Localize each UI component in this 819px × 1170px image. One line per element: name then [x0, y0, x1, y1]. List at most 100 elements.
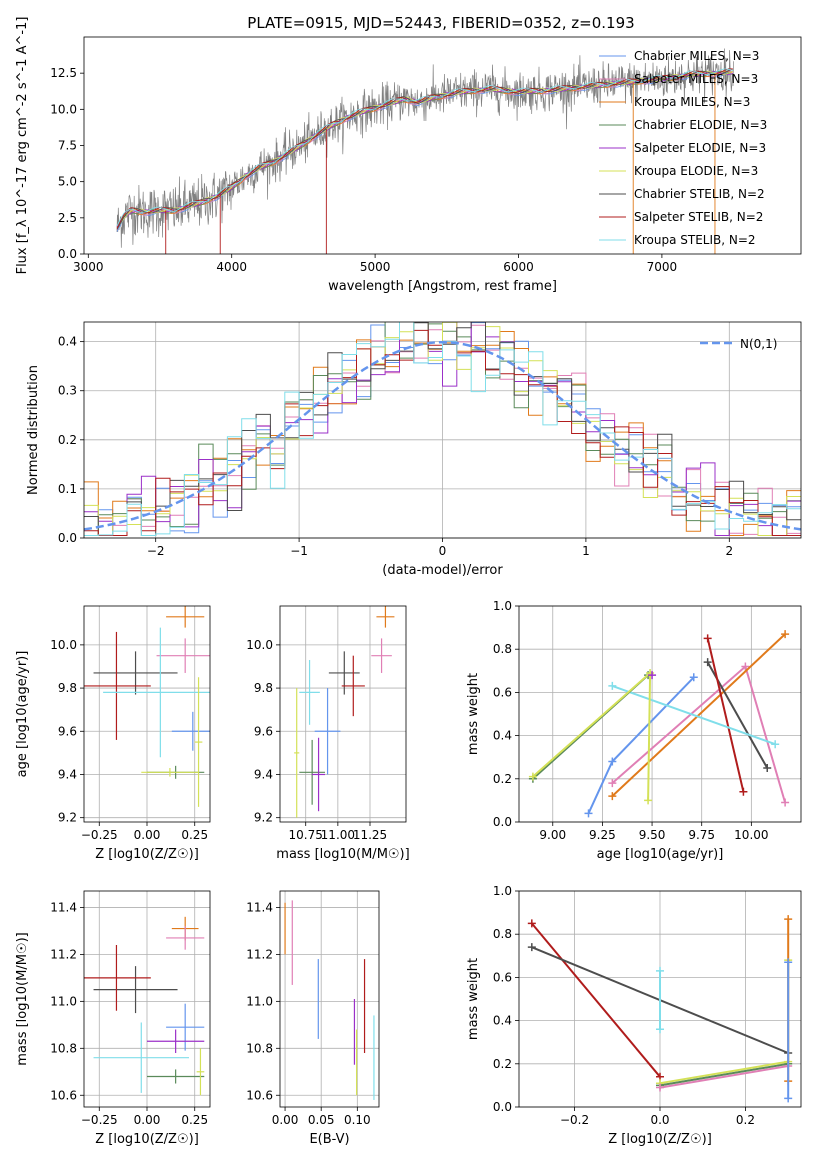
- tick-label-y: 9.6: [254, 724, 273, 738]
- errorbar-point: [294, 688, 300, 818]
- legend-label-spectrum: Chabrier ELODIE, N=3: [634, 118, 767, 132]
- tick-label-y: 0.4: [493, 1014, 512, 1028]
- legend-label-spectrum: Salpeter ELODIE, N=3: [634, 141, 766, 155]
- tick-label-y: 10.0: [50, 102, 77, 116]
- plot-area-age_vs_mass: [294, 606, 395, 818]
- mass-weight-marker: [608, 779, 617, 788]
- mass-weight-marker: [608, 792, 617, 801]
- errorbar-point: [312, 737, 325, 812]
- mass-weight-line: [611, 633, 786, 797]
- errorbar-point: [299, 660, 320, 725]
- tick-label-x: 7000: [647, 260, 678, 274]
- errorbar-point: [171, 711, 210, 751]
- figure-title: PLATE=0915, MJD=52443, FIBERID=0352, z=0…: [247, 14, 634, 32]
- mass-weight-line: [706, 638, 745, 793]
- tick-label-y: 2.5: [58, 211, 77, 225]
- tick-label-x: −0.25: [81, 1113, 118, 1127]
- tick-label-y: 0.0: [58, 531, 77, 545]
- tick-label-x: 0.00: [134, 828, 161, 842]
- tick-label-y: 0.1: [58, 482, 77, 496]
- errorbar-point: [194, 677, 203, 807]
- legend-label-gaussian: N(0,1): [740, 337, 777, 351]
- tick-label-x: 0.0: [650, 1113, 669, 1127]
- errorbar-point: [141, 768, 199, 777]
- mass-weight-line: [531, 922, 661, 1078]
- tick-label-x: −2: [147, 544, 165, 558]
- errorbar-point: [314, 688, 341, 775]
- mass-weight-line: [659, 1062, 789, 1087]
- y-axis-label-residuals: Normed distribution: [26, 365, 41, 495]
- tick-label-y: 10.6: [50, 1088, 77, 1102]
- errorbar-point: [166, 1003, 205, 1051]
- tick-label-x: 0.10: [344, 1113, 371, 1127]
- tick-label-y: 10.0: [50, 638, 77, 652]
- tick-label-x: 0: [439, 544, 447, 558]
- tick-label-y: 9.8: [254, 681, 273, 695]
- errorbar-point: [371, 638, 392, 673]
- tick-label-y: 0.6: [493, 685, 512, 699]
- histogram-step: [84, 322, 801, 536]
- tick-label-y: 5.0: [58, 175, 77, 189]
- mass-weight-marker: [689, 673, 698, 682]
- tick-label-x: 9.00: [539, 828, 566, 842]
- tick-label-y: 11.0: [50, 994, 77, 1008]
- x-axis-label-age_vs_mass: mass [log10(M/M☉)]: [276, 847, 409, 862]
- tick-label-x: 0.00: [272, 1113, 299, 1127]
- tick-label-x: 0.25: [181, 1113, 208, 1127]
- tick-label-x: 2: [725, 544, 733, 558]
- tick-label-y: 0.0: [58, 247, 77, 261]
- axes-frame: [518, 605, 802, 823]
- x-axis-label-massweight_vs_age: age [log10(age/yr)]: [597, 847, 724, 862]
- tick-label-x: 1: [582, 544, 590, 558]
- plot-area-mass_vs_ebv: [284, 900, 375, 1100]
- errorbar-point: [147, 1069, 205, 1084]
- mass-weight-marker: [608, 681, 617, 690]
- mass-weight-marker: [527, 919, 536, 928]
- tick-label-y: 9.2: [254, 811, 273, 825]
- tick-label-y: 7.5: [58, 139, 77, 153]
- errorbar-point: [103, 627, 210, 758]
- legend-label-spectrum: Chabrier MILES, N=3: [634, 49, 759, 63]
- tick-label-y: 10.8: [50, 1041, 77, 1055]
- mass-weight-marker: [781, 798, 790, 807]
- errorbar-point: [93, 651, 178, 695]
- mass-weight-marker: [763, 764, 772, 772]
- tick-label-y: 0.2: [58, 433, 77, 447]
- errorbar-point: [341, 655, 365, 717]
- errorbar-point: [147, 1029, 205, 1053]
- tick-label-x: 9.25: [589, 828, 616, 842]
- mass-weight-marker: [527, 943, 536, 952]
- mass-weight-marker: [741, 662, 750, 671]
- mass-weight-marker: [656, 966, 664, 975]
- tick-label-y: 0.4: [493, 729, 512, 743]
- errorbar-point: [299, 739, 325, 805]
- legend-label-spectrum: Kroupa MILES, N=3: [634, 95, 750, 109]
- axes-frame: [279, 890, 380, 1108]
- tick-label-y: 0.0: [493, 815, 512, 829]
- tick-label-x: 5000: [360, 260, 391, 274]
- mass-weight-marker: [608, 757, 617, 766]
- legend-label-spectrum: Salpeter STELIB, N=2: [634, 210, 763, 224]
- errorbar-point: [84, 631, 151, 740]
- tick-label-y: 11.2: [50, 947, 77, 961]
- axes-residuals: −2 −1 0 1 2 0.0 0.1 0.2 0.3 0.4: [58, 321, 802, 558]
- spectrum-model-line: [116, 68, 734, 229]
- y-axis-label-spectrum: Flux [f_λ 10^-17 erg cm^-2 s^-1 A^-1]: [15, 17, 30, 275]
- tick-label-x: −0.25: [81, 828, 118, 842]
- mass-weight-marker: [771, 740, 780, 749]
- tick-label-y: 11.4: [246, 900, 273, 914]
- mass-weight-line: [611, 684, 776, 746]
- x-axis-label-residuals: (data-model)/error: [382, 563, 503, 578]
- errorbar-point: [376, 606, 395, 628]
- x-axis-label-mass_vs_Z: Z [log10(Z/Z☉)]: [95, 1132, 199, 1147]
- plot-area-spectrum: [116, 48, 734, 254]
- tick-label-y: 9.4: [58, 767, 77, 781]
- mass-weight-marker: [784, 915, 793, 924]
- mass-weight-marker: [644, 796, 653, 805]
- mass-weight-marker: [739, 787, 748, 796]
- tick-label-x: 10.75: [289, 828, 323, 842]
- tick-label-y: 0.2: [493, 1057, 512, 1071]
- legend-label-spectrum: Salpeter MILES, N=3: [634, 72, 758, 86]
- plot-area-massweight_vs_Z: [527, 915, 793, 1103]
